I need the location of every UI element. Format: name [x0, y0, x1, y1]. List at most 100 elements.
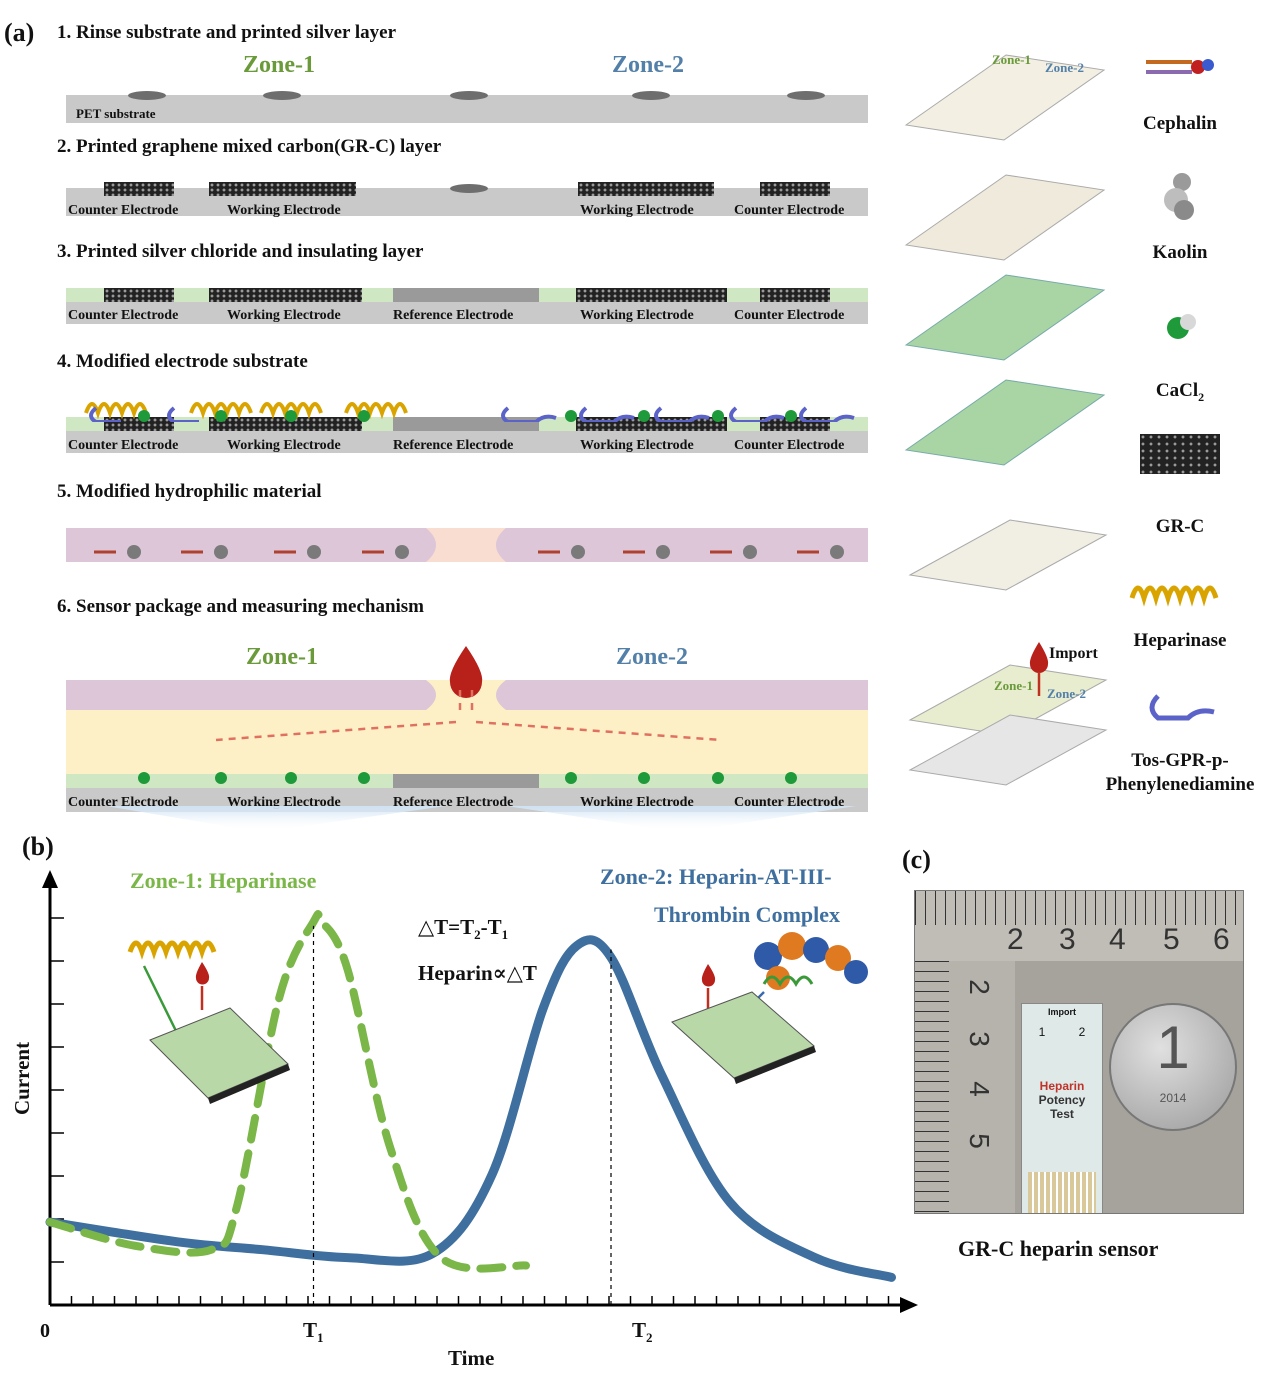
ruler-number: 5: [963, 1133, 995, 1149]
sensor-photo: 2 3 4 5 6 2 3 4 5 Import 1 2 Heparin Pot…: [914, 890, 1244, 1214]
cephalin-icon: [1146, 59, 1214, 74]
ruler-number: 3: [963, 1031, 995, 1047]
origin-label: 0: [40, 1320, 50, 1342]
x-axis-arrow: [900, 1297, 918, 1313]
step4-molecules: [84, 402, 855, 422]
strip-heparin-text: Heparin: [1039, 1079, 1085, 1093]
hydrophilic-layer: [66, 528, 868, 562]
counter-electrode-label: Counter Electrode: [68, 438, 179, 453]
substrate-molecule-icon: [1149, 694, 1215, 721]
complex-molecule-icon: [754, 932, 868, 990]
delta-t-equation: △T=T2-T1: [418, 915, 509, 943]
strip-import-text: Import: [1048, 1007, 1076, 1017]
cacl2-label: CaCl2: [1155, 380, 1205, 404]
zone2-inset-illustration: [671, 932, 868, 1084]
layer-zone-1-label: Zone-1: [992, 52, 1031, 67]
reference-electrode-label: Reference Electrode: [393, 438, 514, 453]
reference-electrode-label: Reference Electrode: [393, 308, 514, 323]
sensor-strip: Import 1 2 Heparin Potency Test: [1021, 1003, 1103, 1213]
zone-2-curve-title-line2: Thrombin Complex: [654, 902, 841, 927]
grc-print: [760, 182, 830, 196]
substrate-label-line2: Phenylenediamine: [1105, 774, 1255, 795]
sensor-package-diagram: [66, 646, 868, 812]
counter-electrode-label: Counter Electrode: [68, 203, 179, 218]
substrate-molecules: [89, 406, 855, 422]
cephalin-label: Cephalin: [1143, 113, 1217, 134]
t2-tick-label: T2: [632, 1318, 653, 1346]
grc-print: [578, 182, 714, 196]
layer-bar: [66, 431, 868, 453]
grc-print: [209, 417, 362, 431]
import-label: Import: [1049, 645, 1098, 662]
working-electrode-label: Working Electrode: [227, 203, 341, 218]
strip-zone-2-number: 2: [1078, 1025, 1086, 1039]
grc-print: [104, 182, 174, 196]
silver-dot: [632, 91, 670, 100]
ruler-number: 4: [1109, 923, 1126, 956]
grc-print: [209, 288, 362, 302]
x-axis-label: Time: [448, 1346, 495, 1370]
substrate-label-line1: Tos-GPR-p-: [1131, 750, 1229, 771]
zone-1-label-top: Zone-1: [243, 52, 315, 78]
grc-print: [760, 288, 830, 302]
strip-zone-1-number: 1: [1038, 1025, 1046, 1039]
kaolin-molecules: [127, 545, 844, 559]
zone-2-label-top: Zone-2: [612, 52, 684, 78]
coin-year: 2014: [1159, 1091, 1187, 1105]
kaolin-label: Kaolin: [1152, 242, 1208, 263]
layer-zone-2-label: Zone-2: [1045, 60, 1084, 75]
layer-zone-2-label: Zone-2: [1047, 686, 1086, 701]
panel-b-label: (b): [22, 832, 54, 861]
working-electrode-label: Working Electrode: [580, 203, 694, 218]
step-2-title: 2. Printed graphene mixed carbon(GR-C) l…: [57, 136, 442, 157]
counter-electrode-label: Counter Electrode: [734, 308, 845, 323]
heparin-proportion-equation: Heparin∝△T: [418, 961, 537, 985]
working-electrode-label: Working Electrode: [227, 308, 341, 323]
working-electrode-label: Working Electrode: [580, 308, 694, 323]
grc-print: [104, 288, 174, 302]
grc-label: GR-C: [1155, 516, 1205, 537]
layer-bar: [66, 302, 868, 324]
step-6-title: 6. Sensor package and measuring mechanis…: [57, 596, 425, 617]
blood-drop-icon: [701, 964, 716, 987]
silver-dot: [128, 91, 166, 100]
counter-electrode-label: Counter Electrode: [734, 438, 845, 453]
zone1-inset-illustration: [127, 940, 290, 1104]
ruler-number: 4: [963, 1081, 995, 1097]
current-time-chart: [42, 870, 918, 1313]
ruler-vertical: 2 3 4 5: [915, 961, 1015, 1213]
photo-caption: GR-C heparin sensor: [958, 1236, 1159, 1261]
silver-dot: [263, 91, 301, 100]
step-1-title: 1. Rinse substrate and printed silver la…: [57, 22, 397, 43]
silver-dot: [450, 91, 488, 100]
cacl2-icon: [1167, 314, 1196, 339]
step-3-title: 3. Printed silver chloride and insulatin…: [57, 241, 424, 262]
ruler-number: 6: [1213, 923, 1230, 956]
grc-icon: [1140, 434, 1220, 474]
heparinase-icon: [1129, 585, 1219, 607]
y-axis-arrow: [42, 870, 58, 888]
grc-print: [576, 288, 727, 302]
silver-chloride-print: [393, 417, 539, 431]
step-4-title: 4. Modified electrode substrate: [57, 351, 308, 372]
coin: 1 2014: [1109, 1003, 1237, 1131]
ruler-horizontal: 2 3 4 5 6: [915, 891, 1243, 961]
ruler-number: 5: [1163, 923, 1180, 956]
panel-a-label: (a): [4, 18, 35, 47]
zone2-current-curve: [45, 935, 896, 1282]
pet-substrate-label: PET substrate: [76, 106, 156, 121]
zone-2-curve-title-line1: Zone-2: Heparin-AT-III-: [600, 864, 832, 889]
strip-test-text: Test: [1050, 1107, 1074, 1121]
grc-print: [104, 417, 174, 431]
heparinase-molecules: [84, 402, 408, 420]
step-5-title: 5. Modified hydrophilic material: [57, 481, 322, 502]
coin-numeral: 1: [1156, 1014, 1190, 1081]
heparinase-label: Heparinase: [1133, 630, 1227, 651]
layer-stack-illustrations: [904, 54, 1108, 786]
zone-1-label-package: Zone-1: [246, 644, 318, 670]
zone-2-label-package: Zone-2: [616, 644, 688, 670]
zone1-current-curve: [46, 910, 530, 1273]
counter-electrode-label: Counter Electrode: [734, 203, 845, 218]
zone-1-curve-title: Zone-1: Heparinase: [130, 868, 317, 893]
t1-tick-label: T1: [303, 1318, 324, 1346]
